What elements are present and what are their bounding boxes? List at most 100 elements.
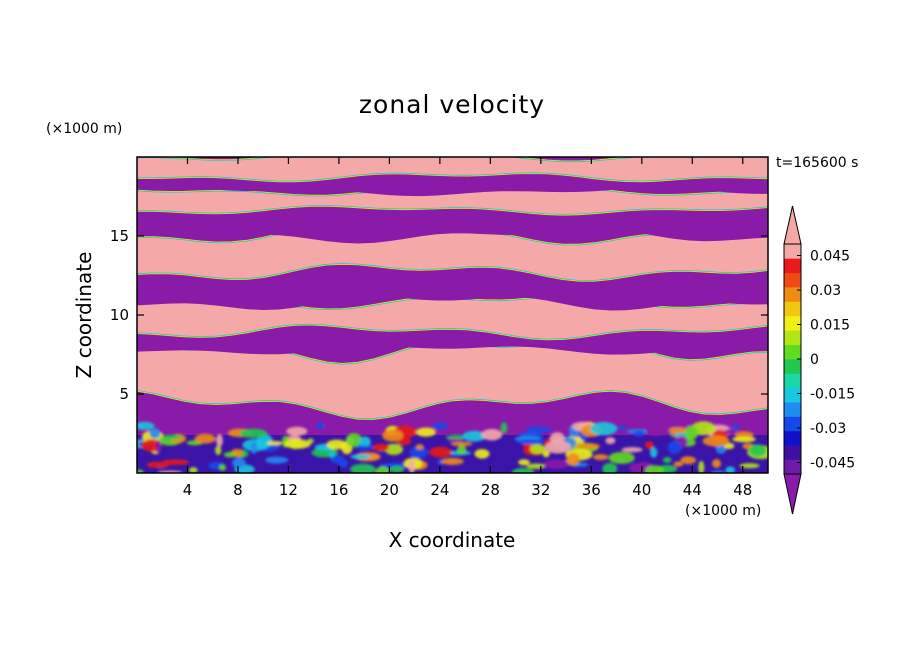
turbulence-blob [155, 440, 162, 454]
colorbar: 0.045 0.03 0.015 0 -0.015 -0.03 -0.045 [783, 205, 855, 515]
turbulence-blob [602, 462, 618, 473]
chart-title: zonal velocity [359, 90, 545, 119]
colorbar-swatch [784, 330, 801, 345]
turbulence-blob [645, 465, 664, 473]
turbulence-blob [389, 465, 405, 473]
turbulence-blob [408, 460, 416, 473]
turbulence-blob [224, 452, 236, 458]
colorbar-swatch [784, 301, 801, 317]
surface-blobs [137, 419, 768, 473]
turbulence-blob [680, 456, 697, 465]
turbulence-blob [345, 433, 363, 447]
turbulence-blob [149, 427, 161, 439]
y-tick-label: 10 [110, 306, 129, 324]
time-label: t=165600 s [776, 155, 858, 171]
colorbar-swatch [784, 258, 801, 274]
x-tick-label: 40 [632, 481, 651, 499]
colorbar-swatch [784, 459, 801, 475]
velocity-bands [137, 157, 768, 444]
turbulence-blob [189, 467, 198, 473]
turbulence-blob [462, 430, 487, 442]
turbulence-blob [265, 456, 289, 464]
turbulence-blob [668, 427, 687, 434]
turbulence-blob [382, 429, 404, 442]
turbulence-blob [739, 463, 760, 469]
turbulence-blob [511, 467, 535, 473]
turbulence-blob [146, 461, 170, 468]
y-tick-label: 15 [110, 227, 129, 245]
turbulence-blob [415, 427, 436, 437]
turbulence-blob [590, 422, 618, 436]
x-tick-label: 24 [430, 481, 449, 499]
turbulence-blob [137, 421, 155, 430]
colorbar-swatch [784, 387, 801, 403]
x-tick-label: 36 [582, 481, 601, 499]
turbulence-blob [574, 443, 600, 449]
turbulence-blob [286, 426, 308, 436]
x-tick-label: 48 [733, 481, 752, 499]
turbulence-blob [250, 442, 258, 454]
turbulence-blob [650, 447, 658, 458]
turbulence-blob [500, 422, 508, 434]
turbulence-blob [323, 419, 344, 433]
y-unit-label: (×1000 m) [46, 121, 122, 137]
turbulence-blob [593, 454, 609, 461]
turbulence-blob [371, 443, 390, 452]
x-tick-label: 4 [183, 481, 193, 499]
turbulence-blob [137, 469, 144, 473]
turbulence-blob [375, 466, 391, 473]
turbulence-blob [605, 437, 616, 445]
colorbar-tick-label: 0.015 [810, 318, 850, 334]
colorbar-tick-label: -0.03 [810, 421, 846, 437]
colorbar-swatch [784, 344, 801, 360]
colorbar-tick-label: 0.03 [810, 283, 841, 299]
turbulence-blob [526, 463, 546, 469]
turbulence-blob [549, 432, 565, 444]
x-tick-label: 32 [531, 481, 550, 499]
colorbar-over-arrow [783, 205, 802, 245]
turbulence-blob [409, 446, 428, 459]
turbulence-blob [530, 444, 546, 455]
turbulence-blob [667, 440, 682, 455]
turbulence-blob [724, 428, 737, 435]
turbulence-blob [429, 446, 452, 458]
turbulence-blob [216, 434, 223, 447]
turbulence-blob [645, 422, 667, 437]
velocity-band [137, 227, 768, 280]
velocity-band [137, 157, 768, 181]
turbulence-blob [732, 436, 756, 443]
turbulence-blob [232, 457, 246, 469]
x-axis-label: X coordinate [389, 528, 516, 552]
turbulence-blob [307, 438, 314, 444]
turbulence-blob [350, 463, 376, 473]
colorbar-swatch [784, 445, 801, 460]
x-tick-label: 16 [329, 481, 348, 499]
turbulence-blob [316, 422, 325, 430]
colorbar-swatch [784, 359, 801, 374]
y-axis: 5 10 15 [110, 227, 768, 403]
turbulence-blob [457, 445, 467, 455]
colorbar-tick-label: 0.045 [810, 249, 850, 265]
turbulence-blob [328, 451, 335, 458]
turbulence-blob [432, 422, 448, 430]
turbulence-blob [725, 466, 736, 473]
turbulence-blob [712, 459, 721, 468]
turbulence-blob [355, 445, 374, 450]
x-tick-label: 12 [279, 481, 298, 499]
turbulence-blob [326, 439, 347, 450]
y-axis-label: Z coordinate [72, 252, 96, 379]
turbulence-blob [608, 451, 635, 464]
colorbar-swatch [784, 416, 801, 432]
turbulence-blob [673, 461, 684, 467]
turbulence-blob [267, 441, 283, 446]
turbulence-blob [633, 430, 645, 437]
colorbar-under-arrow [783, 473, 802, 515]
colorbar-swatch [784, 244, 801, 259]
turbulence-blob [481, 429, 503, 441]
turbulence-blob [338, 458, 348, 468]
x-axis: 4 8 12 16 20 24 28 32 36 40 44 48 [183, 157, 752, 499]
colorbar-swatch [784, 315, 801, 331]
turbulence-blob [518, 459, 530, 466]
turbulence-blob [451, 441, 473, 447]
turbulence-blob [194, 433, 216, 444]
